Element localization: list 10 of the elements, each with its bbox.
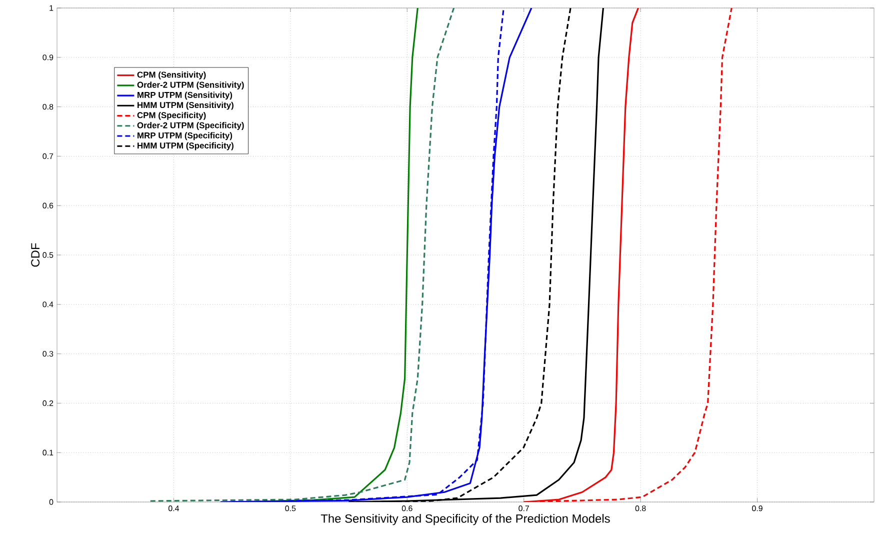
legend-label: HMM UTPM (Sensitivity) (138, 102, 234, 110)
legend-label: Order-2 UTPM (Specificity) (137, 122, 244, 130)
legend-label: CPM (Sensitivity) (137, 71, 206, 80)
legend-label: MRP UTPM (Specificity) (138, 132, 232, 140)
legend-label: CPM (Specificity) (137, 112, 206, 120)
legend-label: Order-2 UTPM (Sensitivity) (137, 82, 244, 90)
legend-label: HMM UTPM (Specificity) (138, 142, 234, 150)
x-axis-title: The Sensitivity and Specificity of the Prediction Models (320, 514, 610, 526)
legend-label: MRP UTPM (Sensitivity) (138, 92, 232, 100)
y-axis-title: CDF (31, 243, 40, 267)
